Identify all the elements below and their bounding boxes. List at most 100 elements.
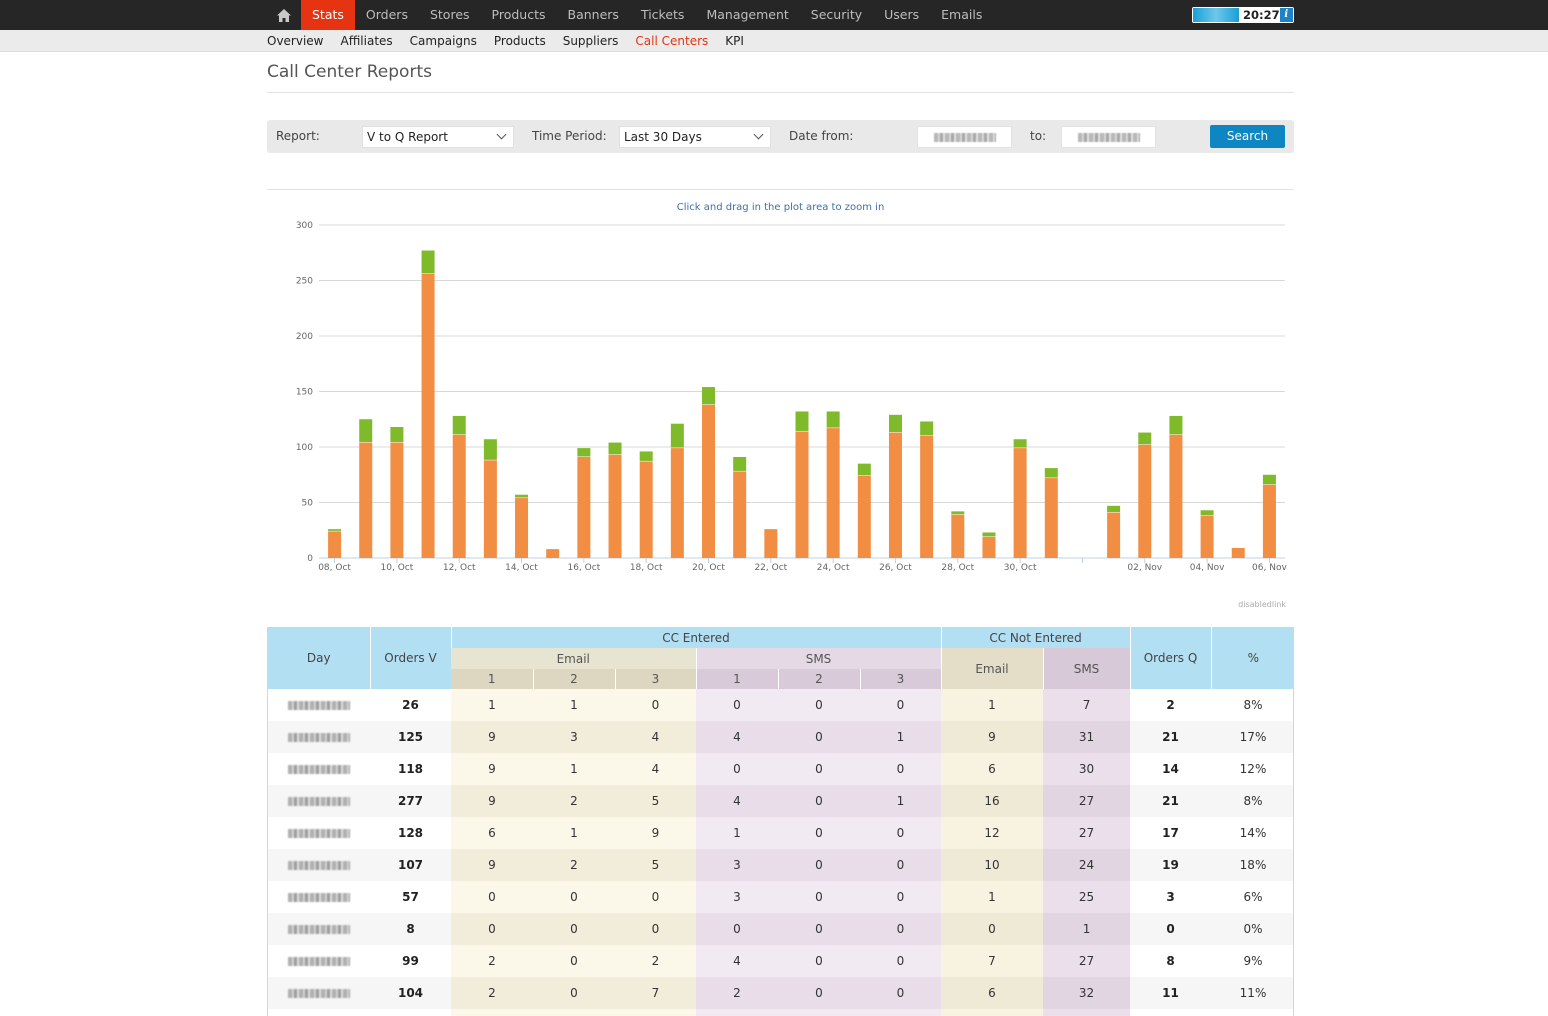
cell-ne-sms: 30 (1043, 753, 1131, 785)
info-icon[interactable]: i (1279, 8, 1293, 22)
nav-item-products[interactable]: Products (491, 7, 546, 22)
cell-s3: 0 (860, 913, 941, 945)
bar-top (515, 494, 529, 498)
col-email-3[interactable]: 3 (614, 669, 696, 689)
report-select[interactable]: V to Q Report (362, 126, 514, 148)
cell-e3: 0 (615, 689, 696, 721)
cell-orders-v: 57 (370, 881, 451, 913)
cell-day (268, 689, 370, 721)
cell-pct: 18% (1211, 849, 1293, 881)
nav-item-stats[interactable]: Stats (301, 0, 355, 35)
cell-s2: 0 (778, 849, 860, 881)
bar-top (920, 421, 934, 436)
chart-credit: disabledlink (1238, 600, 1286, 609)
cell-s3 (860, 1009, 941, 1016)
cell-day (268, 721, 370, 753)
cell-s2: 0 (778, 977, 860, 1009)
x-tick-label: 30, Oct (1004, 563, 1037, 573)
bar-base (733, 471, 747, 558)
redacted-date (288, 733, 350, 742)
cell-orders-v: 104 (370, 977, 451, 1009)
cell-orders-q: 14 (1130, 753, 1212, 785)
clock-widget[interactable]: 20:27 i (1192, 7, 1294, 23)
nav-item-stores[interactable]: Stores (429, 7, 470, 22)
cell-e1: 9 (451, 849, 533, 881)
col-email-2[interactable]: 2 (532, 669, 615, 689)
bar-top (577, 448, 591, 457)
x-tick-label: 24, Oct (817, 563, 850, 573)
nav-item-management[interactable]: Management (706, 7, 789, 22)
cell-e2: 2 (533, 849, 615, 881)
cell-ne-email: 6 (941, 753, 1043, 785)
report-table: Day Orders V CC Entered CC Not Entered O… (268, 627, 1293, 1016)
col-email-1[interactable]: 1 (451, 669, 533, 689)
orders-chart[interactable]: Click and drag in the plot area to zoom … (267, 190, 1294, 615)
nav-item-tickets[interactable]: Tickets (640, 7, 685, 22)
y-tick-label: 0 (307, 554, 313, 564)
bar-top (452, 415, 466, 435)
cell-s2: 0 (778, 753, 860, 785)
search-button[interactable]: Search (1210, 125, 1285, 148)
home-icon[interactable] (268, 0, 300, 30)
cell-orders-v: 125 (370, 721, 451, 753)
cell-s1: 1 (696, 817, 778, 849)
cell-ne-email: 16 (941, 785, 1043, 817)
cell-day (268, 753, 370, 785)
nav-item-emails[interactable]: Emails (941, 7, 983, 22)
bar-base (639, 461, 653, 558)
chart-divider (267, 189, 1294, 190)
subnav-item-campaigns[interactable]: Campaigns (409, 34, 477, 48)
cell-day (268, 913, 370, 945)
x-tick-label: 18, Oct (630, 563, 663, 573)
x-tick-label: 22, Oct (754, 563, 787, 573)
table-row: 128 6 1 9 1 0 0 12 27 17 14% (268, 817, 1293, 849)
redacted-date (288, 957, 350, 966)
col-percent[interactable]: % (1210, 627, 1293, 689)
col-day[interactable]: Day (268, 627, 370, 689)
title-divider (267, 92, 1294, 93)
bar-base (764, 529, 778, 558)
cell-s2: 0 (778, 721, 860, 753)
y-tick-label: 300 (296, 221, 313, 231)
subnav-item-call-centers[interactable]: Call Centers (635, 34, 709, 48)
col-ne-sms[interactable]: SMS (1042, 648, 1131, 689)
cell-e2: 0 (533, 881, 615, 913)
cell-e1: 0 (451, 913, 533, 945)
nav-item-banners[interactable]: Banners (567, 7, 619, 22)
col-sms-1[interactable]: 1 (695, 669, 778, 689)
subnav-item-products[interactable]: Products (493, 34, 546, 48)
bar-base (982, 536, 996, 558)
cell-ne-email: 1 (941, 881, 1043, 913)
cell-ne-sms: 25 (1043, 881, 1131, 913)
col-sms-2[interactable]: 2 (777, 669, 860, 689)
redacted-date (288, 765, 350, 774)
date-from-input[interactable] (917, 126, 1012, 148)
bar-base (1262, 484, 1276, 558)
bar-top (639, 451, 653, 461)
nav-item-users[interactable]: Users (884, 7, 920, 22)
bar-base (795, 431, 809, 558)
subnav-item-kpi[interactable]: KPI (725, 34, 744, 48)
bar-base (421, 273, 435, 558)
cell-s3: 0 (860, 945, 941, 977)
cell-s1: 2 (696, 977, 778, 1009)
cell-e1: 6 (451, 817, 533, 849)
col-sms-3[interactable]: 3 (859, 669, 941, 689)
chart-plot[interactable]: 0 50 100 150 200 250 300 08, Oct 10, Oct 12, Oct 1… (267, 190, 1294, 615)
bar-top (670, 423, 684, 448)
nav-item-orders[interactable]: Orders (365, 7, 408, 22)
subnav-item-overview[interactable]: Overview (267, 34, 324, 48)
subnav-item-suppliers[interactable]: Suppliers (562, 34, 619, 48)
y-tick-label: 100 (296, 443, 313, 453)
nav-item-security[interactable]: Security (810, 7, 863, 22)
time-period-select[interactable]: Last 30 Days (619, 126, 771, 148)
table-row (268, 1009, 1293, 1016)
col-orders-q[interactable]: Orders Q (1129, 627, 1212, 689)
date-to-input[interactable] (1061, 126, 1156, 148)
subnav-item-affiliates[interactable]: Affiliates (340, 34, 393, 48)
col-ne-email[interactable]: Email (940, 648, 1043, 689)
bar-base (1044, 478, 1058, 558)
cell-e3: 0 (615, 881, 696, 913)
cell-orders-v: 277 (370, 785, 451, 817)
col-orders-v[interactable]: Orders V (369, 627, 451, 689)
